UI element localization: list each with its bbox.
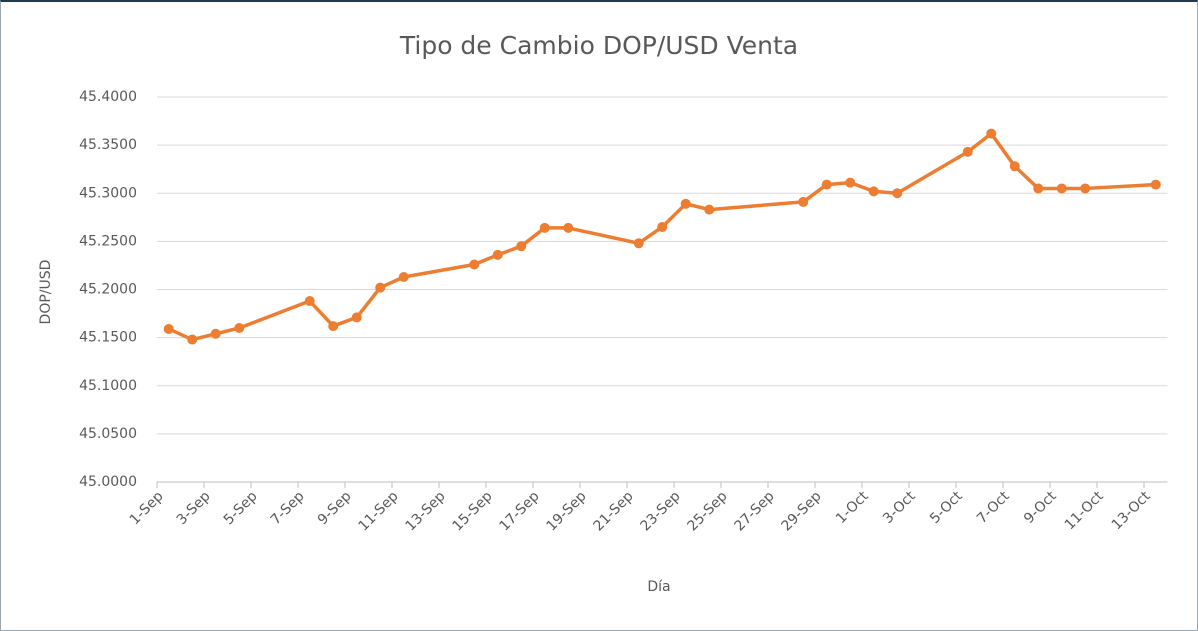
marker (187, 334, 198, 345)
marker (210, 328, 221, 339)
x-tick-label: 7-Oct (974, 488, 1013, 527)
marker (657, 221, 668, 232)
marker (892, 188, 903, 199)
chart-title: Tipo de Cambio DOP/USD Venta (399, 31, 798, 60)
marker (704, 204, 715, 215)
marker (351, 312, 362, 323)
x-tick-label: 27-Sep (732, 488, 778, 534)
x-tick-label: 3-Oct (880, 488, 919, 527)
x-tick-label: 29-Sep (779, 488, 825, 534)
x-tick-label: 5-Oct (927, 488, 966, 527)
y-tick-label: 45.2000 (79, 282, 137, 298)
y-tick-label: 45.1500 (79, 330, 137, 346)
marker (539, 222, 550, 233)
marker (821, 179, 832, 190)
marker (962, 146, 973, 157)
x-tick-label: 1-Sep (127, 488, 167, 528)
x-tick-label: 13-Sep (403, 488, 449, 534)
x-tick-label: 5-Sep (221, 488, 261, 528)
line (168, 131, 1156, 342)
x-tick-label: 13-Oct (1109, 488, 1154, 533)
marker (163, 323, 174, 334)
x-tick-label: 11-Oct (1062, 488, 1107, 533)
marker (234, 323, 245, 333)
x-tick-label: 15-Sep (450, 488, 496, 534)
y-tick-label: 45.4000 (79, 89, 137, 105)
marker (868, 186, 879, 197)
x-tick-label: 7-Sep (268, 488, 308, 528)
x-tick-label: 3-Sep (174, 488, 214, 528)
y-axis-label: DOP/USD (38, 260, 54, 325)
marker (304, 296, 315, 307)
x-tick-label: 23-Sep (638, 488, 684, 534)
marker (1009, 161, 1020, 172)
marker (1056, 183, 1067, 194)
marker (798, 196, 809, 207)
marker (492, 249, 503, 260)
x-tick-label: 1-Oct (833, 488, 872, 527)
y-tick-label: 45.0500 (79, 426, 137, 442)
marker (469, 259, 480, 270)
marker (1150, 179, 1161, 190)
x-tick-label: 19-Sep (544, 488, 590, 534)
y-tick-label: 45.3000 (79, 185, 137, 201)
x-tick-label: 9-Sep (315, 488, 355, 528)
x-tick-label: 21-Sep (591, 488, 637, 534)
marker (398, 271, 409, 282)
x-tick-label: 17-Sep (497, 488, 543, 534)
marker (516, 241, 527, 252)
marker (563, 222, 574, 233)
x-tick-label: 25-Sep (685, 488, 731, 534)
x-tick-label: 9-Oct (1021, 488, 1060, 527)
y-tick-label: 45.0000 (79, 474, 137, 490)
marker (845, 177, 856, 188)
marker (986, 128, 997, 139)
marker (1033, 183, 1044, 194)
marker (633, 238, 644, 249)
x-axis-label: Día (647, 579, 670, 595)
y-tick-label: 45.2500 (79, 233, 137, 249)
marker (1080, 183, 1091, 194)
marker (680, 198, 691, 209)
y-tick-label: 45.3500 (79, 137, 137, 153)
marker (375, 282, 386, 293)
y-tick-label: 45.1000 (79, 378, 137, 394)
marker (328, 321, 339, 332)
x-tick-label: 11-Sep (356, 488, 402, 534)
